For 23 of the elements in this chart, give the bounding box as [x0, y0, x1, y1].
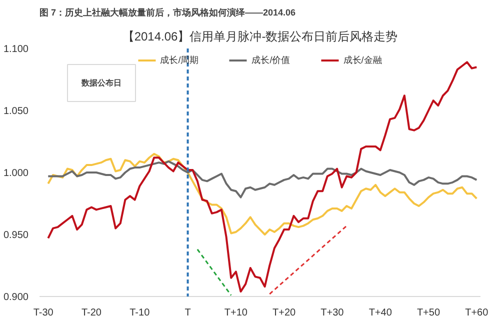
x-tick-label: T+30	[320, 308, 344, 318]
line-series	[47, 152, 478, 236]
x-tick-label: T	[184, 308, 191, 318]
x-tick-label: T+50	[416, 308, 440, 318]
line-series	[47, 160, 478, 198]
y-tick-label: 0.950	[3, 230, 29, 241]
x-tick-label: T-10	[130, 308, 150, 318]
x-tick-label: T-20	[81, 308, 102, 318]
x-tick-label: T+10	[224, 308, 248, 318]
annotation: 数据公布日	[80, 78, 122, 88]
y-tick-label: 1.100	[3, 44, 29, 55]
x-tick-label: T+20	[272, 308, 296, 318]
legend-label: 成长/价值	[252, 54, 290, 66]
legend-label: 成长/金融	[343, 54, 382, 66]
x-tick-label: T+60	[465, 308, 489, 318]
y-tick-label: 0.900	[3, 292, 29, 303]
legend-label: 成长/周期	[160, 54, 199, 66]
x-tick-label: T+40	[368, 308, 392, 318]
chart-subtitle: 【2014.06】信用单月脉冲-数据公布日前后风格走势	[122, 30, 398, 44]
y-tick-label: 1.050	[3, 106, 29, 117]
x-tick-label: T-30	[33, 308, 54, 318]
y-tick-label: 1.000	[3, 168, 29, 179]
chart-title: 图 7：历史上社融大幅放量前后，市场风格如何演绎——2014.06	[40, 8, 296, 18]
